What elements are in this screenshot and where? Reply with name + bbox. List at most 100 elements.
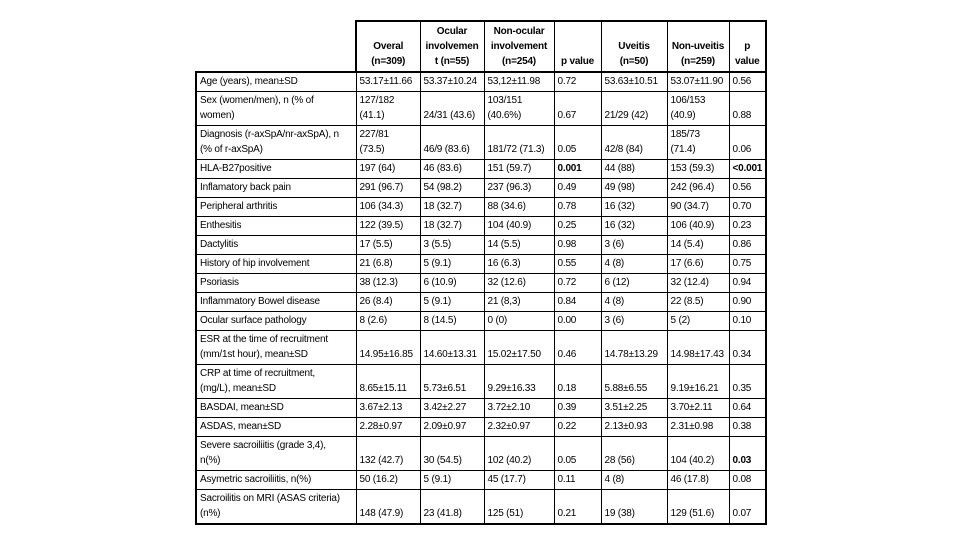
data-cell: 90 (34.7) bbox=[666, 197, 730, 217]
column-header: Overal (n=309) bbox=[355, 20, 421, 73]
row-label: BASDAI, mean±SD bbox=[195, 398, 357, 418]
p-value-cell: 0.55 bbox=[553, 254, 602, 274]
table-row: CRP at time of recruitment, (mg/L), mean… bbox=[195, 364, 767, 399]
data-cell: 44 (88) bbox=[600, 159, 668, 179]
data-cell: 53.37±10.24 bbox=[419, 71, 485, 92]
data-cell: 227/81 (73.5) bbox=[355, 125, 421, 160]
data-cell: 5.73±6.51 bbox=[419, 364, 485, 399]
p-value-cell: 0.06 bbox=[728, 125, 767, 160]
data-cell: 2.32±0.97 bbox=[483, 417, 555, 437]
data-cell: 50 (16.2) bbox=[355, 470, 421, 490]
table-row: Sacroilitis on MRI (ASAS criteria) (n%) 1… bbox=[195, 489, 767, 525]
data-cell: 3 (6) bbox=[600, 311, 668, 331]
p-value-cell: 0.94 bbox=[728, 273, 767, 293]
data-cell: 5.88±6.55 bbox=[600, 364, 668, 399]
data-cell: 30 (54.5) bbox=[419, 436, 485, 471]
column-header: Ocular involvemen t (n=55) bbox=[419, 20, 485, 73]
table-row: History of hip involvement 21 (6.8) 5 (9.1… bbox=[195, 254, 767, 274]
p-value-cell: 0.84 bbox=[553, 292, 602, 312]
table-row: Sex (women/men), n (% of women) 127/182 (… bbox=[195, 91, 767, 126]
row-label: Inflamatory back pain bbox=[195, 178, 357, 198]
column-header: Non-uveitis (n=259) bbox=[666, 20, 730, 73]
data-cell: 242 (96.4) bbox=[666, 178, 730, 198]
data-cell: 104 (40.9) bbox=[483, 216, 555, 236]
data-cell: 53.07±11.90 bbox=[666, 71, 730, 92]
data-cell: 32 (12.6) bbox=[483, 273, 555, 293]
data-cell: 24/31 (43.6) bbox=[419, 91, 485, 126]
p-value-cell: 0.78 bbox=[553, 197, 602, 217]
header-row: Overal (n=309) Ocular involvemen t (n=55)… bbox=[196, 20, 767, 73]
data-cell: 197 (64) bbox=[355, 159, 421, 179]
table-row: Severe sacroiliitis (grade 3,4), n(%) 132… bbox=[195, 436, 767, 471]
data-cell: 18 (32.7) bbox=[419, 216, 485, 236]
p-value-cell: 0.35 bbox=[728, 364, 767, 399]
data-cell: 32 (12.4) bbox=[666, 273, 730, 293]
data-cell: 2.09±0.97 bbox=[419, 417, 485, 437]
data-cell: 3.51±2.25 bbox=[600, 398, 668, 418]
data-cell: 49 (98) bbox=[600, 178, 668, 198]
data-cell: 3.70±2.11 bbox=[666, 398, 730, 418]
p-value-cell: 0.07 bbox=[728, 489, 767, 525]
data-cell: 151 (59.7) bbox=[483, 159, 555, 179]
data-cell: 22 (8.5) bbox=[666, 292, 730, 312]
table-row: ESR at the time of recruitment (mm/1st h… bbox=[195, 330, 767, 365]
column-header: Non-ocular involvement (n=254) bbox=[483, 20, 555, 73]
comparison-table: Overal (n=309) Ocular involvemen t (n=55)… bbox=[195, 20, 767, 525]
table-row: Diagnosis (r-axSpA/nr-axSpA), n (% of r-… bbox=[195, 125, 767, 160]
row-label: History of hip involvement bbox=[195, 254, 357, 274]
p-value-cell: 0.22 bbox=[553, 417, 602, 437]
p-value-cell: 0.49 bbox=[553, 178, 602, 198]
data-cell: 9.29±16.33 bbox=[483, 364, 555, 399]
table-row: Ocular surface pathology 8 (2.6) 8 (14.5) 0… bbox=[195, 311, 767, 331]
data-cell: 291 (96.7) bbox=[355, 178, 421, 198]
data-cell: 185/73 (71.4) bbox=[666, 125, 730, 160]
data-cell: 8.65±15.11 bbox=[355, 364, 421, 399]
data-cell: 5 (9.1) bbox=[419, 470, 485, 490]
data-cell: 14.60±13.31 bbox=[419, 330, 485, 365]
table-row: Inflammatory Bowel disease 26 (8.4) 5 (9.1… bbox=[195, 292, 767, 312]
data-cell: 3.67±2.13 bbox=[355, 398, 421, 418]
row-label: ESR at the time of recruitment (mm/1st h… bbox=[195, 330, 357, 365]
data-cell: 16 (32) bbox=[600, 216, 668, 236]
row-label: Psoriasis bbox=[195, 273, 357, 293]
column-header: Uveitis (n=50) bbox=[600, 20, 668, 73]
p-value-cell: 0.05 bbox=[553, 125, 602, 160]
data-cell: 5 (9.1) bbox=[419, 292, 485, 312]
p-value-cell: <0.001 bbox=[728, 159, 767, 179]
p-value-cell: 0.98 bbox=[553, 235, 602, 255]
data-cell: 46 (83.6) bbox=[419, 159, 485, 179]
p-value-cell: 0.67 bbox=[553, 91, 602, 126]
data-cell: 53,12±11.98 bbox=[483, 71, 555, 92]
p-value-cell: 0.72 bbox=[553, 71, 602, 92]
p-value-cell: 0.34 bbox=[728, 330, 767, 365]
row-label: Diagnosis (r-axSpA/nr-axSpA), n (% of r-… bbox=[195, 125, 357, 160]
data-cell: 181/72 (71.3) bbox=[483, 125, 555, 160]
data-cell: 17 (6.6) bbox=[666, 254, 730, 274]
p-value-cell: 0.001 bbox=[553, 159, 602, 179]
table-row: Psoriasis 38 (12.3) 6 (10.9) 32 (12.6) 0.72 6… bbox=[195, 273, 767, 293]
data-cell: 5 (2) bbox=[666, 311, 730, 331]
data-cell: 148 (47.9) bbox=[355, 489, 421, 525]
data-cell: 14 (5.4) bbox=[666, 235, 730, 255]
data-cell: 4 (8) bbox=[600, 470, 668, 490]
table-row: Dactylitis 17 (5.5) 3 (5.5) 14 (5.5) 0.98 3 (… bbox=[195, 235, 767, 255]
data-cell: 45 (17.7) bbox=[483, 470, 555, 490]
data-cell: 3 (5.5) bbox=[419, 235, 485, 255]
table-body: Age (years), mean±SD 53.17±11.66 53.37±10.… bbox=[195, 71, 767, 525]
data-cell: 3.72±2.10 bbox=[483, 398, 555, 418]
data-cell: 46 (17.8) bbox=[666, 470, 730, 490]
data-cell: 16 (32) bbox=[600, 197, 668, 217]
data-cell: 2.28±0.97 bbox=[355, 417, 421, 437]
data-cell: 125 (51) bbox=[483, 489, 555, 525]
row-label: Sacroilitis on MRI (ASAS criteria) (n%) bbox=[195, 489, 357, 525]
data-cell: 21/29 (42) bbox=[600, 91, 668, 126]
data-cell: 17 (5.5) bbox=[355, 235, 421, 255]
table-row: Age (years), mean±SD 53.17±11.66 53.37±10.… bbox=[195, 71, 767, 92]
data-cell: 0 (0) bbox=[483, 311, 555, 331]
p-value-cell: 0.00 bbox=[553, 311, 602, 331]
data-cell: 15.02±17.50 bbox=[483, 330, 555, 365]
data-cell: 4 (8) bbox=[600, 254, 668, 274]
data-cell: 102 (40.2) bbox=[483, 436, 555, 471]
row-label: ASDAS, mean±SD bbox=[195, 417, 357, 437]
